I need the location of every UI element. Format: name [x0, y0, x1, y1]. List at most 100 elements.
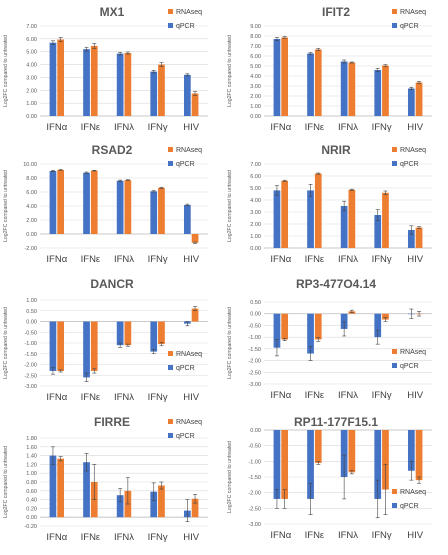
- y-tick-label: 7.00: [250, 44, 261, 50]
- y-tick-label: 0.50: [26, 309, 37, 315]
- y-tick-label: -1.00: [248, 335, 261, 341]
- y-tick-label: -1.50: [248, 347, 261, 353]
- x-category-label: IFNλ: [114, 122, 134, 133]
- legend-swatch: [168, 161, 173, 166]
- y-tick-label: 1.40: [26, 454, 37, 460]
- y-tick-label: 0.50: [250, 300, 261, 306]
- bar-qpcr-2: [307, 190, 314, 248]
- bar-qpcr-1: [49, 42, 57, 116]
- y-tick-label: -0.20: [24, 524, 37, 530]
- bar-qpcr-5: [183, 204, 191, 234]
- bar-rnaseq-3: [124, 180, 132, 234]
- x-category-label: IFNα: [270, 530, 291, 541]
- y-tick-label: 0.00: [250, 114, 261, 120]
- bar-rnaseq-4: [158, 485, 165, 518]
- y-tick-label: 4.00: [250, 198, 261, 204]
- bar-qpcr-3: [340, 61, 348, 116]
- y-tick-label: 4.00: [26, 63, 37, 69]
- y-tick-label: -2.00: [248, 359, 261, 365]
- bar-rnaseq-2: [90, 321, 98, 371]
- legend-swatch: [168, 23, 173, 28]
- y-axis-label: Log2FC compared to untreated: [3, 307, 9, 379]
- bar-qpcr-4: [374, 70, 382, 116]
- y-tick-label: 4.00: [26, 204, 37, 210]
- bar-rnaseq-3: [348, 62, 356, 116]
- legend-label: RNAseq: [400, 9, 426, 16]
- legend-swatch: [392, 9, 397, 14]
- y-tick-label: -2.50: [248, 506, 261, 512]
- bar-rnaseq-1: [281, 37, 289, 116]
- x-category-label: IFNε: [305, 122, 325, 133]
- y-tick-label: 5.00: [26, 50, 37, 56]
- bar-qpcr-2: [83, 49, 90, 117]
- chart-title: DANCR: [90, 277, 134, 291]
- y-tick-label: 3.00: [250, 84, 261, 90]
- legend-label: qPCR: [400, 161, 419, 168]
- chart-panel-2: IFIT2 Log2FC compared to untreated 0.00 1.0…: [227, 5, 432, 133]
- chart-panel-3: RSAD2 Log2FC compared to untreated -2.00 0.…: [3, 143, 208, 265]
- bar-qpcr-1: [273, 313, 281, 348]
- x-category-label: IFNα: [270, 390, 291, 401]
- y-tick-label: 2.00: [250, 222, 261, 228]
- chart-panel-1: MX1 Log2FC compared to untreated 0.00 1.00 2…: [3, 5, 208, 133]
- bar-rnaseq-5: [415, 82, 423, 116]
- x-category-label: IFNε: [81, 532, 101, 543]
- bar-qpcr-3: [340, 206, 348, 248]
- y-tick-label: 4.00: [250, 74, 261, 80]
- chart-panel-7: FIRRE Log2FC compared to untreated -0.20 0.…: [3, 415, 208, 543]
- y-tick-label: 3.00: [26, 75, 37, 81]
- legend-label: qPCR: [176, 161, 195, 168]
- bar-qpcr-5: [407, 430, 415, 471]
- x-category-label: IFNε: [305, 390, 325, 401]
- bar-qpcr-3: [116, 180, 124, 234]
- bar-qpcr-4: [150, 71, 158, 116]
- bar-rnaseq-1: [281, 180, 289, 248]
- y-axis-label: Log2FC compared to untreated: [227, 441, 233, 513]
- y-axis-label: Log2FC compared to untreated: [3, 446, 9, 518]
- y-tick-label: 7.00: [250, 162, 261, 168]
- legend-swatch: [392, 23, 397, 28]
- y-tick-label: 0.80: [26, 480, 37, 486]
- bar-rnaseq-4: [382, 192, 389, 248]
- x-category-label: IFNε: [305, 530, 325, 541]
- bar-rnaseq-4: [382, 65, 389, 116]
- y-tick-label: -1.00: [24, 341, 37, 347]
- y-tick-label: 2.00: [26, 88, 37, 94]
- y-tick-label: 1.80: [26, 436, 37, 442]
- chart-panel-6: RP3-477O4.14 Log2FC compared to untreated…: [227, 277, 432, 401]
- x-category-label: HIV: [183, 122, 200, 133]
- legend-swatch: [168, 9, 173, 14]
- bar-qpcr-4: [374, 313, 382, 338]
- y-tick-label: 1.00: [26, 471, 37, 477]
- y-tick-label: 6.00: [250, 54, 261, 60]
- legend-label: RNAseq: [400, 349, 426, 356]
- bar-qpcr-5: [183, 74, 191, 116]
- y-tick-label: 1.20: [26, 462, 37, 468]
- y-tick-label: 1.00: [250, 104, 261, 110]
- legend-label: RNAseq: [176, 9, 202, 16]
- legend-label: RNAseq: [400, 147, 426, 154]
- bar-rnaseq-4: [158, 321, 165, 345]
- legend-swatch: [392, 363, 397, 368]
- bar-qpcr-1: [273, 39, 281, 116]
- bar-rnaseq-1: [281, 430, 289, 499]
- x-category-label: IFNε: [81, 122, 101, 133]
- y-tick-label: 0.00: [26, 114, 37, 120]
- y-tick-label: -0.50: [248, 323, 261, 329]
- bar-qpcr-4: [374, 430, 382, 499]
- y-tick-label: 6.00: [26, 37, 37, 43]
- x-category-label: IFNγ: [148, 254, 168, 265]
- bar-rnaseq-5: [191, 308, 199, 322]
- bar-rnaseq-5: [415, 227, 423, 248]
- x-category-label: IFNλ: [114, 392, 134, 403]
- legend-swatch: [168, 365, 173, 370]
- bar-qpcr-3: [340, 430, 348, 477]
- bar-rnaseq-5: [191, 93, 199, 116]
- bar-rnaseq-1: [57, 39, 65, 116]
- y-tick-label: -2.00: [24, 246, 37, 252]
- x-category-label: HIV: [407, 390, 424, 401]
- x-category-label: IFNγ: [372, 530, 392, 541]
- bar-qpcr-4: [374, 215, 382, 248]
- legend-swatch: [392, 147, 397, 152]
- y-axis-label: Log2FC compared to untreated: [227, 307, 233, 379]
